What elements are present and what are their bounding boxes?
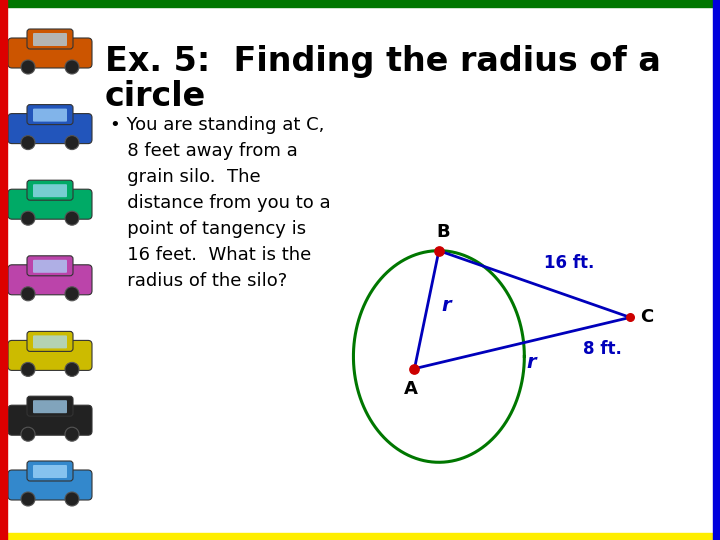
Circle shape (21, 287, 35, 301)
Text: radius of the silo?: radius of the silo? (110, 272, 287, 290)
Circle shape (65, 287, 79, 301)
Circle shape (21, 60, 35, 74)
Circle shape (21, 362, 35, 376)
FancyBboxPatch shape (27, 180, 73, 200)
FancyBboxPatch shape (8, 113, 92, 144)
Circle shape (65, 492, 79, 506)
FancyBboxPatch shape (33, 465, 67, 478)
Text: Ex. 5:  Finding the radius of a: Ex. 5: Finding the radius of a (105, 45, 661, 78)
Circle shape (65, 362, 79, 376)
Circle shape (21, 211, 35, 225)
FancyBboxPatch shape (8, 405, 92, 435)
FancyBboxPatch shape (33, 109, 67, 122)
FancyBboxPatch shape (27, 461, 73, 481)
Circle shape (65, 136, 79, 150)
FancyBboxPatch shape (8, 38, 92, 68)
FancyBboxPatch shape (33, 260, 67, 273)
FancyBboxPatch shape (27, 29, 73, 49)
FancyBboxPatch shape (33, 400, 67, 413)
Text: B: B (436, 223, 450, 241)
FancyBboxPatch shape (8, 189, 92, 219)
Circle shape (21, 492, 35, 506)
FancyBboxPatch shape (27, 105, 73, 125)
FancyBboxPatch shape (33, 184, 67, 197)
Text: • You are standing at C,: • You are standing at C, (110, 116, 325, 134)
FancyBboxPatch shape (33, 335, 67, 348)
Text: 16 feet.  What is the: 16 feet. What is the (110, 246, 311, 264)
Text: C: C (640, 308, 653, 326)
Text: 8 ft.: 8 ft. (583, 340, 622, 358)
FancyBboxPatch shape (33, 33, 67, 46)
Text: A: A (403, 380, 418, 398)
Point (433, 246, 445, 255)
Circle shape (21, 136, 35, 150)
Circle shape (21, 427, 35, 441)
Circle shape (65, 427, 79, 441)
Text: circle: circle (105, 80, 206, 113)
FancyBboxPatch shape (8, 470, 92, 500)
Text: r: r (526, 353, 536, 372)
Text: 16 ft.: 16 ft. (544, 254, 595, 272)
FancyBboxPatch shape (27, 256, 73, 276)
Text: grain silo.  The: grain silo. The (110, 168, 261, 186)
FancyBboxPatch shape (27, 332, 73, 352)
Point (409, 364, 420, 373)
Text: distance from you to a: distance from you to a (110, 194, 330, 212)
Point (624, 313, 636, 322)
FancyBboxPatch shape (8, 340, 92, 370)
FancyBboxPatch shape (27, 396, 73, 416)
Circle shape (65, 211, 79, 225)
Text: point of tangency is: point of tangency is (110, 220, 306, 238)
FancyBboxPatch shape (8, 265, 92, 295)
Text: r: r (441, 296, 451, 315)
Text: 8 feet away from a: 8 feet away from a (110, 142, 298, 160)
Circle shape (65, 60, 79, 74)
